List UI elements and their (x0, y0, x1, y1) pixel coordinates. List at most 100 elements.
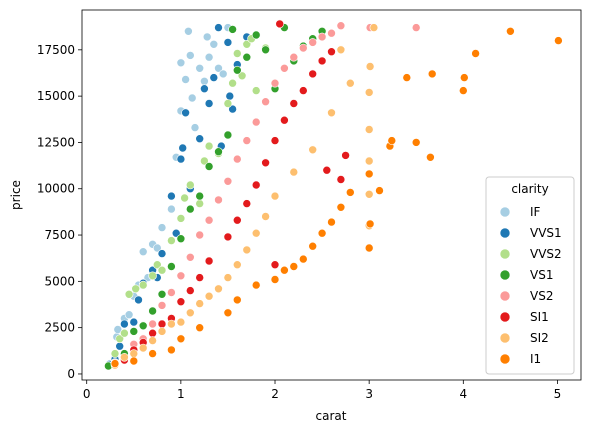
point-if (204, 52, 214, 62)
point-si1 (275, 19, 285, 29)
point-vvs2 (124, 289, 134, 299)
point-vs2 (157, 301, 167, 310)
point-if (113, 325, 123, 334)
point-vs2 (289, 52, 299, 62)
point-si1 (204, 256, 214, 266)
point-vvs2 (120, 328, 129, 338)
point-vs1 (148, 306, 157, 316)
point-si2 (214, 284, 223, 294)
point-si2 (327, 108, 336, 118)
point-i1 (364, 169, 374, 179)
point-si2 (167, 319, 176, 329)
point-vs1 (195, 191, 204, 201)
point-si2 (148, 336, 157, 345)
point-vvs2 (131, 284, 140, 294)
y-tick-label: 15000 (37, 89, 75, 103)
point-vvs1 (200, 84, 209, 93)
point-vs2 (223, 177, 233, 186)
point-if (190, 123, 200, 132)
point-vvs1 (167, 191, 176, 201)
legend-label-vs2: VS2 (530, 289, 553, 303)
point-i1 (426, 153, 435, 162)
point-i1 (167, 345, 176, 355)
point-si1 (233, 215, 242, 225)
point-if (209, 39, 219, 49)
x-tick-label: 3 (365, 387, 373, 401)
point-vs1 (223, 130, 233, 140)
point-si2 (204, 291, 214, 301)
x-axis-label: carat (316, 409, 347, 423)
point-i1 (251, 280, 261, 290)
point-i1 (345, 188, 355, 197)
legend-label-i1: I1 (530, 352, 541, 366)
point-if (124, 310, 134, 320)
point-si2 (242, 245, 252, 255)
point-si2 (364, 190, 374, 199)
point-vs2 (176, 271, 186, 281)
point-vs2 (195, 230, 204, 240)
legend-label-vs1: VS1 (530, 268, 553, 282)
point-if (157, 223, 167, 232)
point-si1 (289, 99, 299, 108)
point-i1 (554, 36, 563, 45)
point-vvs2 (176, 214, 186, 223)
point-vs1 (214, 147, 223, 156)
point-vs2 (280, 64, 289, 73)
point-si2 (308, 145, 318, 155)
point-vs1 (176, 234, 186, 243)
point-si1 (148, 328, 157, 338)
point-if (186, 51, 195, 60)
point-vvs1 (195, 134, 204, 143)
point-vs2 (327, 28, 336, 38)
point-vvs1 (209, 73, 219, 82)
legend-label-if: IF (530, 205, 541, 219)
legend-marker-si2 (499, 332, 511, 344)
point-vs2 (411, 23, 421, 32)
point-si1 (176, 297, 186, 307)
legend-label-si1: SI1 (530, 310, 549, 324)
point-vvs1 (223, 38, 233, 47)
point-si2 (186, 308, 195, 318)
point-vvs2 (195, 199, 204, 208)
point-vs1 (167, 262, 176, 271)
point-vvs1 (171, 228, 181, 238)
point-i1 (280, 265, 289, 275)
point-si1 (186, 286, 195, 295)
point-si2 (364, 156, 374, 166)
point-vvs2 (157, 265, 167, 275)
point-vs2 (233, 154, 242, 164)
point-vvs2 (237, 71, 247, 81)
point-vs1 (129, 327, 139, 336)
point-i1 (411, 138, 421, 147)
point-si2 (138, 343, 148, 353)
y-axis: 0 2500 5000 7500 10000 12500 15000 17500 (37, 43, 82, 381)
point-i1 (427, 69, 437, 79)
point-vs1 (251, 30, 261, 40)
y-tick-label: 5000 (44, 274, 75, 288)
point-vs2 (214, 195, 223, 205)
point-vvs2 (138, 280, 148, 290)
legend-items: IF VVS1 VVS2 VS1 VS2 SI1 SI2 I1 (499, 205, 562, 366)
point-si2 (289, 167, 299, 177)
point-vvs2 (233, 49, 242, 58)
point-vvs1 (181, 108, 190, 118)
point-vvs2 (186, 180, 195, 190)
point-si2 (270, 191, 280, 201)
legend-marker-if (499, 206, 511, 218)
point-vs2 (251, 117, 261, 127)
point-si2 (369, 23, 379, 32)
point-si1 (157, 319, 167, 329)
point-vs2 (261, 97, 270, 106)
point-i1 (129, 356, 139, 366)
point-if (200, 77, 209, 86)
plot-frame (81, 9, 582, 381)
point-vs1 (186, 204, 195, 214)
x-tick-label: 5 (554, 387, 562, 401)
y-tick-label: 2500 (44, 321, 75, 335)
point-si2 (195, 299, 204, 308)
point-i1 (387, 136, 397, 145)
x-tick-label: 2 (271, 387, 279, 401)
point-if (138, 247, 148, 256)
point-vs2 (204, 215, 214, 225)
